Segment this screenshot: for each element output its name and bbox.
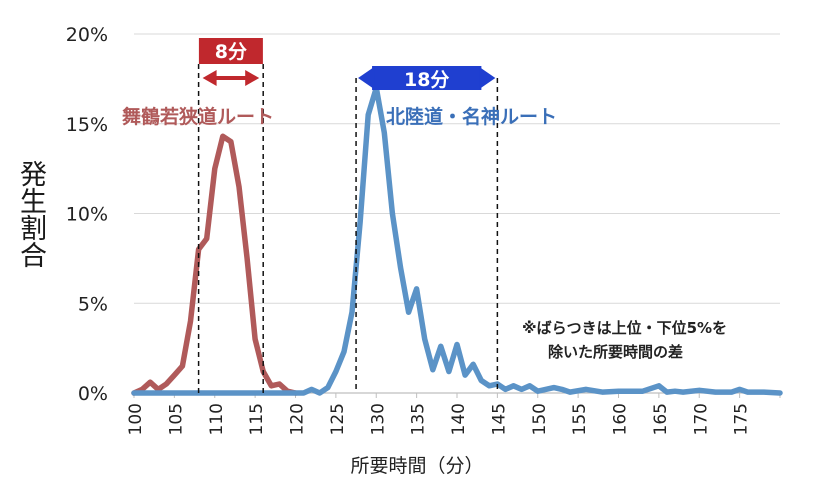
x-tick-label: 120 xyxy=(288,403,308,435)
note-line-1: ※ばらつきは上位・下位5%を xyxy=(522,319,727,337)
x-tick-label: 165 xyxy=(651,403,671,435)
range-badge-red xyxy=(198,38,263,64)
range-badge-blue xyxy=(372,66,482,90)
y-tick-label: 0% xyxy=(78,383,108,405)
x-tick-label: 170 xyxy=(691,403,711,435)
y-tick-label: 15% xyxy=(66,114,108,136)
x-tick-label: 110 xyxy=(207,403,227,435)
series-line-hokuriku xyxy=(131,85,783,396)
x-tick-label: 100 xyxy=(126,403,146,435)
x-tick-label: 140 xyxy=(449,403,469,435)
x-tick-label: 105 xyxy=(166,403,186,435)
x-tick-label: 150 xyxy=(530,403,550,435)
arrowhead-right-blue xyxy=(479,67,496,89)
series-label-hokuriku: 北陸道・名神ルート xyxy=(386,105,557,128)
x-tick-label: 175 xyxy=(732,403,752,435)
series-line-maizuru xyxy=(131,133,299,396)
x-tick-label: 155 xyxy=(570,403,590,435)
x-tick-label: 130 xyxy=(368,403,388,435)
arrowhead-right-red xyxy=(245,70,260,86)
x-tick-label: 125 xyxy=(328,403,348,435)
y-tick-label: 20% xyxy=(66,24,108,46)
range-label-blue: 18分 xyxy=(404,69,449,91)
x-tick-label: 160 xyxy=(611,403,631,435)
x-axis-title: 所要時間（分） xyxy=(350,455,483,477)
series-label-maizuru: 舞鶴若狭道ルート xyxy=(122,105,274,128)
x-tick-label: 115 xyxy=(247,403,267,435)
arrowhead-left-blue xyxy=(358,67,375,89)
range-label-red: 8分 xyxy=(215,41,247,63)
y-tick-label: 10% xyxy=(66,204,108,226)
y-axis-label: 発生割合 xyxy=(15,160,46,268)
arrowhead-left-red xyxy=(202,70,217,86)
y-tick-label: 5% xyxy=(78,293,108,315)
x-tick-label: 145 xyxy=(489,403,509,435)
x-tick-label: 135 xyxy=(409,403,429,435)
note-line-2: 除いた所要時間の差 xyxy=(548,343,683,361)
